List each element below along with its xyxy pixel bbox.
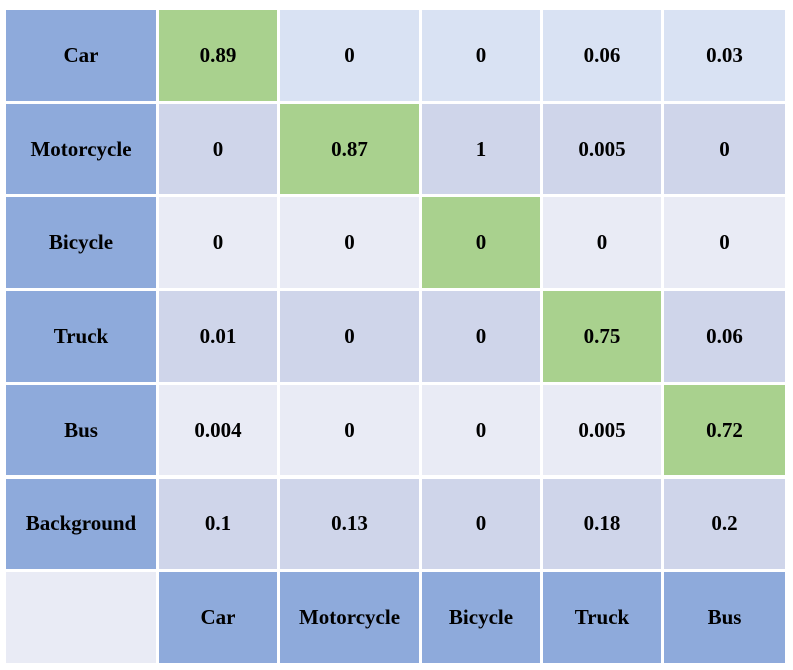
matrix-cell: 0: [280, 291, 419, 382]
matrix-cell: 0: [543, 197, 661, 289]
row-label: Background: [6, 478, 156, 570]
column-label: Truck: [543, 572, 661, 663]
row-label: Bicycle: [6, 197, 156, 289]
row-label: Car: [6, 10, 156, 101]
matrix-cell: 0: [280, 384, 419, 476]
matrix-cell: 0.2: [664, 478, 785, 570]
matrix-cell: 0.06: [664, 291, 785, 382]
matrix-cell: 0: [422, 291, 540, 382]
matrix-cell: 0.03: [664, 10, 785, 101]
row-label: Bus: [6, 384, 156, 476]
matrix-cell: 0: [280, 10, 419, 101]
matrix-cell: 0.004: [159, 384, 277, 476]
matrix-cell: 0: [422, 197, 540, 289]
matrix-cell: 0.005: [543, 103, 661, 195]
matrix-cell: 0.72: [664, 384, 785, 476]
matrix-cell: 0.1: [159, 478, 277, 570]
matrix-cell: 0.18: [543, 478, 661, 570]
matrix-cell: 0: [159, 197, 277, 289]
column-label: Car: [159, 572, 277, 663]
matrix-cell: 0: [422, 384, 540, 476]
matrix-cell: 1: [422, 103, 540, 195]
matrix-cell: 0.87: [280, 103, 419, 195]
column-label: Bicycle: [422, 572, 540, 663]
matrix-cell: 0.01: [159, 291, 277, 382]
corner-cell: [6, 572, 156, 663]
matrix-cell: 0: [280, 197, 419, 289]
column-label: Bus: [664, 572, 785, 663]
matrix-cell: 0.06: [543, 10, 661, 101]
matrix-cell: 0.89: [159, 10, 277, 101]
row-label: Truck: [6, 291, 156, 382]
column-label: Motorcycle: [280, 572, 419, 663]
matrix-cell: 0.005: [543, 384, 661, 476]
matrix-cell: 0.13: [280, 478, 419, 570]
matrix-cell: 0: [159, 103, 277, 195]
confusion-matrix: Car 0.89 0 0 0.06 0.03 Motorcycle 0 0.87 1 0.005 0 B…: [6, 10, 788, 666]
matrix-cell: 0: [422, 10, 540, 101]
row-label: Motorcycle: [6, 103, 156, 195]
matrix-cell: 0: [664, 197, 785, 289]
matrix-cell: 0: [664, 103, 785, 195]
matrix-cell: 0.75: [543, 291, 661, 382]
matrix-cell: 0: [422, 478, 540, 570]
